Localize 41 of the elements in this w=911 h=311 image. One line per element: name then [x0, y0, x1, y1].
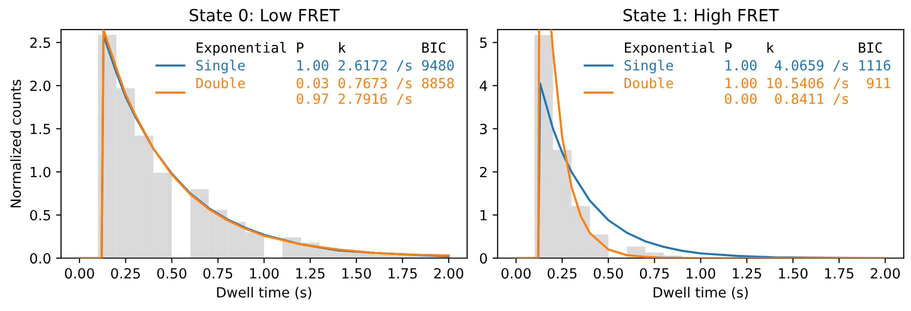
y-tick-label: 0.5 [30, 210, 50, 220]
x-tick-label: 1.00 [250, 268, 279, 279]
legend-label: Double 1.00 10.5406 /s 911 0.00 0.8411 /s [624, 78, 890, 106]
x-axis-title: Dwell time (s) [654, 286, 748, 300]
x-tick-label: 0.50 [157, 268, 186, 279]
x-tick-label: 1.50 [779, 268, 808, 279]
x-tick-label: 1.50 [342, 268, 371, 279]
x-tick-label: 1.00 [686, 268, 716, 279]
y-tick-label: 2.0 [30, 80, 50, 92]
y-tick-label: 1.5 [30, 124, 50, 134]
y-axis-title: Normalized counts [10, 80, 21, 208]
legend-label: Single 1.00 2.6172 /s 9480 [196, 60, 454, 74]
chart-title: State 0: Low FRET [190, 8, 340, 22]
y-tick-label: 5 [480, 38, 487, 48]
legend-title: Exponential P k BIC [196, 42, 446, 56]
x-tick-label: 0.00 [502, 268, 531, 279]
y-tick-label: 1 [480, 210, 487, 220]
y-tick-label: 0 [480, 253, 487, 264]
x-tick-label: 0.75 [203, 268, 232, 279]
x-tick-label: 1.75 [388, 268, 417, 279]
x-tick-label: 0.25 [111, 268, 140, 279]
legend-title: Exponential P k BIC [624, 42, 882, 56]
y-tick-label: 1.0 [30, 166, 50, 178]
y-tick-label: 2 [480, 166, 486, 178]
chart-title: State 1: High FRET [624, 8, 779, 25]
x-tick-label: 2.00 [870, 268, 900, 279]
x-tick-label: 1.75 [825, 268, 854, 279]
legend-label: Single 1.00 4.0659 /s 1116 [624, 60, 890, 74]
x-tick-label: 0.75 [640, 268, 669, 279]
x-tick-label: 0.00 [64, 268, 94, 279]
y-tick-label: 0.0 [30, 253, 50, 264]
x-tick-label: 0.50 [594, 268, 623, 279]
y-tick-label: 3 [480, 124, 487, 134]
legend-label: Double 0.03 0.7673 /s 8858 0.97 2.7916 /s [196, 78, 454, 106]
x-tick-label: 0.25 [548, 268, 576, 279]
y-tick-label: 2.5 [30, 37, 50, 48]
x-tick-label: 1.25 [732, 268, 762, 279]
x-axis-title: Dwell time (s) [217, 286, 312, 300]
x-tick-label: 1.25 [296, 268, 324, 279]
y-tick-label: 4 [480, 80, 488, 91]
x-tick-label: 2.00 [434, 268, 464, 279]
